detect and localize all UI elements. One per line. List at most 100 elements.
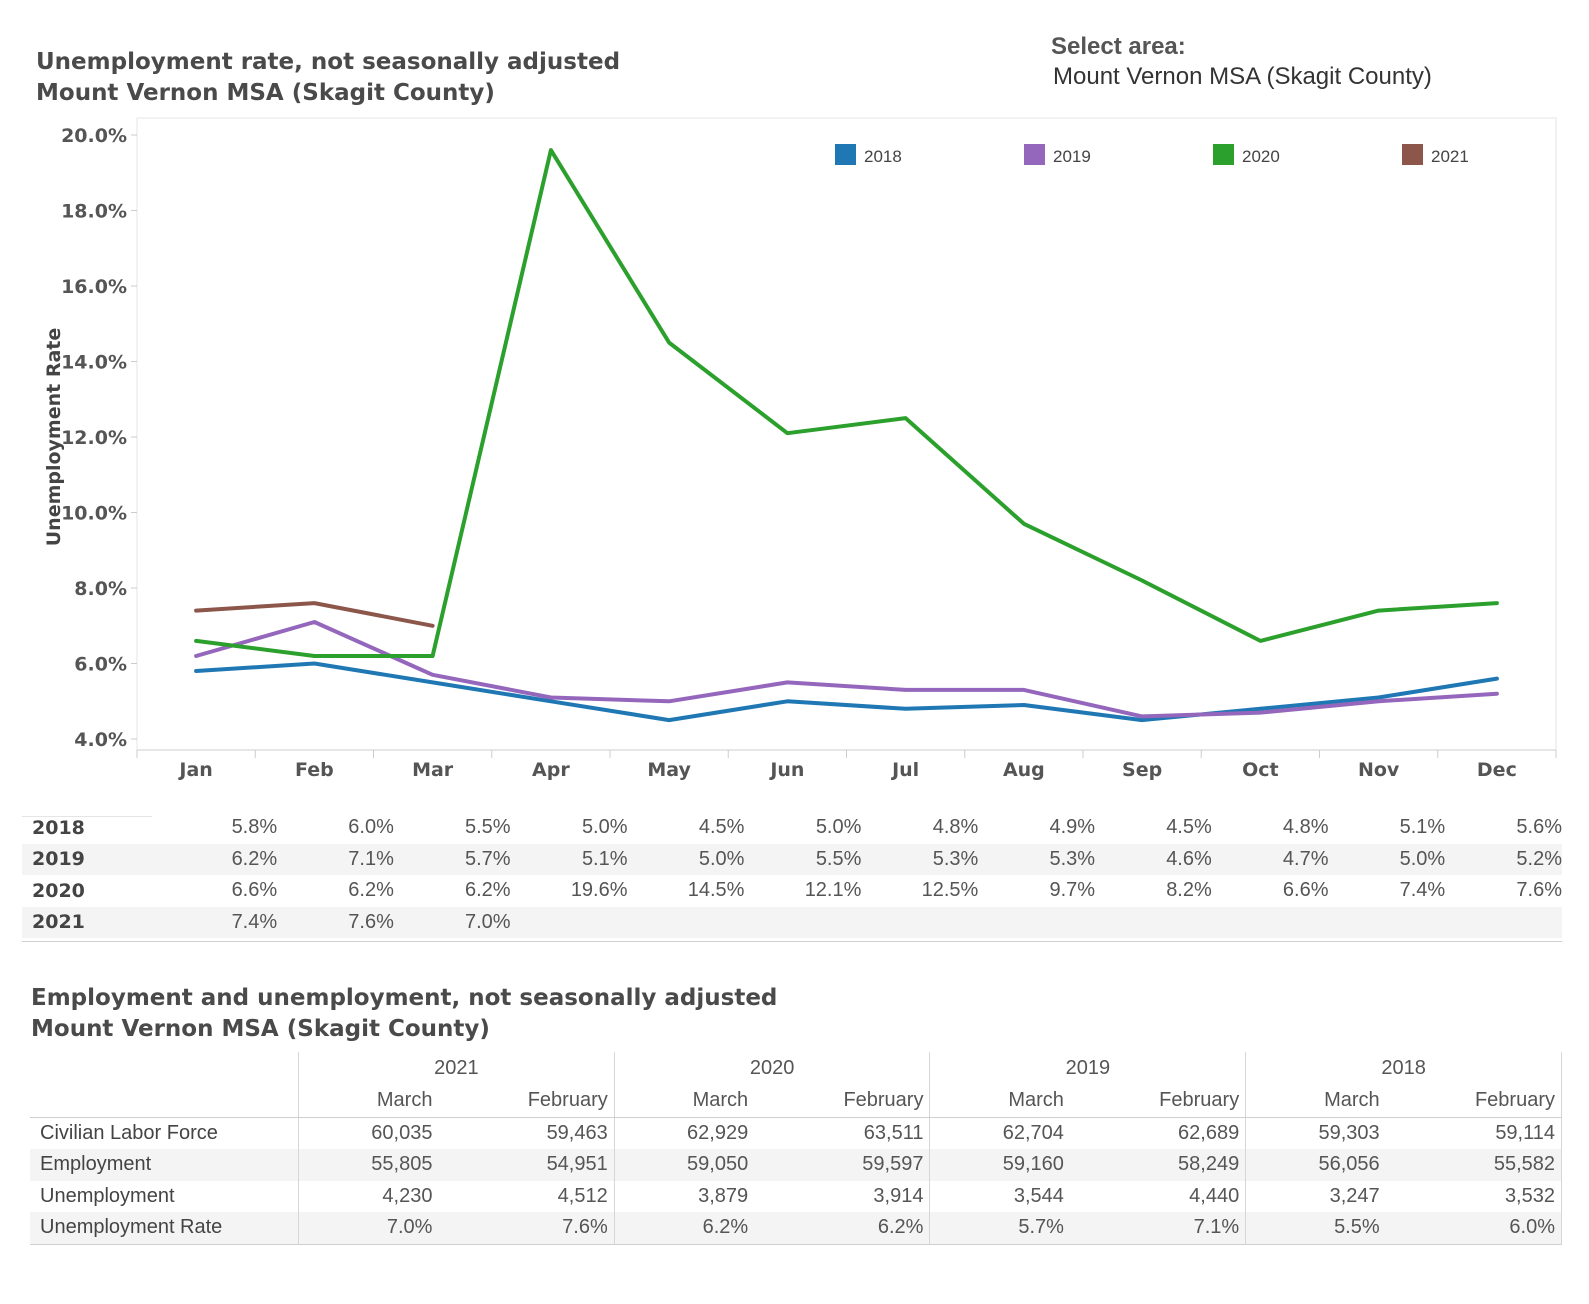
rate-cell: 5.3% [861, 843, 979, 875]
rate-cell: 7.4% [160, 906, 278, 938]
x-tick-label: Apr [532, 759, 570, 781]
rate-cell: 5.0% [581, 816, 628, 839]
unemployment-line-chart: 20.0% 18.0% 16.0% 14.0% 12.0% 10.0% 8.0% 6.0% 4.… [43, 117, 1557, 781]
emp-month-header: February [438, 1085, 615, 1118]
employment-table: 2021 2020 2019 2018 March February March Februa… [30, 1052, 1562, 1245]
emp-title-line1: Employment and unemployment, not seasona… [31, 985, 778, 1011]
rate-cell: 7.0% [393, 906, 511, 938]
rate-cell: 12.5% [921, 879, 979, 902]
rate-row-2018: 2018 5.8% 6.0% 5.5% 5.0% 4.5% 5.0% 4.8% 4.9% 4.5%… [22, 812, 1562, 844]
emp-cell: 58,249 [1069, 1149, 1247, 1181]
rate-row-year: 2018 [32, 816, 85, 839]
emp-cell: 3,247 [1329, 1184, 1380, 1207]
rate-cell [1211, 906, 1329, 938]
series-line-2018 [194, 661, 1499, 723]
rate-cell: 6.6% [1282, 879, 1329, 902]
rate-cell: 5.6% [1516, 816, 1562, 839]
rate-cell: 5.2% [1445, 843, 1562, 875]
rate-cell: 5.0% [627, 843, 745, 875]
chart-title: Unemployment rate, not seasonally adjust… [36, 47, 620, 109]
y-axis-label: Unemployment Rate [43, 328, 65, 547]
emp-year-header: 2018 [1245, 1052, 1562, 1085]
rate-cell: 5.1% [1399, 816, 1446, 839]
emp-cell: 5.7% [929, 1212, 1070, 1245]
rate-cell: 19.6% [570, 879, 628, 902]
rate-cell: 5.1% [510, 843, 628, 875]
y-tick-label: 6.0% [74, 654, 127, 676]
emp-cell: 56,056 [1245, 1149, 1386, 1181]
emp-month-header: February [754, 1085, 931, 1118]
rate-table-bottom-rule [22, 941, 1562, 942]
legend-label-2021: 2021 [1431, 147, 1469, 166]
y-tick-label: 4.0% [74, 729, 127, 751]
series-line-2019 [194, 620, 1499, 719]
emp-cell: 6.0% [1385, 1212, 1562, 1245]
emp-cell: 6.2% [614, 1212, 755, 1245]
rate-table-top-rule [22, 816, 152, 817]
rate-cell [861, 906, 979, 938]
emp-cell: 59,050 [614, 1149, 755, 1181]
emp-cell: 7.6% [438, 1212, 615, 1245]
rate-cell: 5.0% [815, 816, 862, 839]
legend-swatch-2019 [1024, 144, 1045, 165]
emp-cell: 3,914 [754, 1180, 931, 1212]
rate-cell: 6.2% [465, 879, 511, 902]
legend-swatch-2021 [1402, 144, 1423, 165]
emp-month-header: March [298, 1085, 439, 1118]
rate-row-2020: 2020 6.6% 6.2% 6.2% 19.6% 14.5% 12.1% 12.5% 9.7%… [22, 875, 1562, 907]
rate-cell: 7.4% [1399, 879, 1446, 902]
rate-cell [627, 906, 745, 938]
rate-row-year: 2021 [22, 906, 161, 938]
emp-year-header: 2020 [614, 1052, 931, 1085]
select-area-dropdown[interactable]: Mount Vernon MSA (Skagit County) [1053, 63, 1432, 90]
y-tick-label: 16.0% [61, 276, 127, 298]
rate-cell: 4.5% [1166, 816, 1212, 839]
emp-cell: 62,704 [1002, 1121, 1064, 1144]
rate-cell [978, 906, 1096, 938]
emp-cell: 4,440 [1069, 1180, 1247, 1212]
emp-cell: 4,230 [382, 1184, 433, 1207]
rate-cell [1328, 906, 1446, 938]
emp-header-corner [30, 1085, 299, 1118]
rate-cell: 4.9% [1049, 816, 1096, 839]
emp-row: Civilian Labor Force 60,035 59,463 62,929 63… [30, 1117, 1562, 1149]
emp-cell: 62,929 [687, 1121, 749, 1144]
emp-cell: 55,805 [298, 1149, 439, 1181]
emp-row-label: Unemployment [30, 1180, 299, 1212]
emp-year-header-row: 2021 2020 2019 2018 [30, 1052, 1562, 1085]
rate-cell: 5.5% [465, 816, 511, 839]
rate-cell [1445, 906, 1562, 938]
emp-cell: 59,463 [438, 1117, 615, 1149]
y-tick-label: 10.0% [61, 503, 127, 525]
emp-cell: 3,544 [1013, 1184, 1064, 1207]
emp-title-line2: Mount Vernon MSA (Skagit County) [31, 1016, 490, 1042]
chart-title-line1: Unemployment rate, not seasonally adjust… [36, 49, 621, 75]
x-tick-label: Nov [1358, 759, 1400, 781]
rate-cell: 6.2% [160, 843, 278, 875]
emp-cell: 3,532 [1385, 1180, 1562, 1212]
emp-year-header: 2021 [298, 1052, 615, 1085]
emp-cell: 3,879 [698, 1184, 749, 1207]
rate-cell: 4.6% [1095, 843, 1212, 875]
rate-cell: 12.1% [804, 879, 862, 902]
rate-cell: 5.7% [393, 843, 511, 875]
series-line-2021 [194, 601, 435, 628]
emp-cell: 6.2% [754, 1212, 931, 1245]
emp-row-label: Civilian Labor Force [30, 1117, 299, 1149]
emp-cell: 59,114 [1385, 1117, 1562, 1149]
emp-row: Employment 55,805 54,951 59,050 59,597 59,160… [30, 1149, 1562, 1181]
rate-cell: 5.0% [1328, 843, 1446, 875]
rate-row-2021: 2021 7.4% 7.6% 7.0% [22, 906, 1562, 938]
emp-cell: 4,512 [438, 1180, 615, 1212]
rate-cell: 9.7% [1049, 879, 1096, 902]
x-tick-label: May [647, 759, 691, 781]
rate-row-year: 2020 [32, 879, 85, 902]
x-tick-label: Mar [412, 759, 454, 781]
emp-cell: 59,303 [1318, 1121, 1380, 1144]
rate-cell: 4.5% [698, 816, 745, 839]
y-tick-label: 20.0% [61, 125, 127, 147]
emp-row-label: Employment [30, 1149, 299, 1181]
emp-month-header: March [614, 1085, 755, 1118]
emp-cell: 60,035 [371, 1121, 433, 1144]
emp-year-header: 2019 [929, 1052, 1247, 1085]
